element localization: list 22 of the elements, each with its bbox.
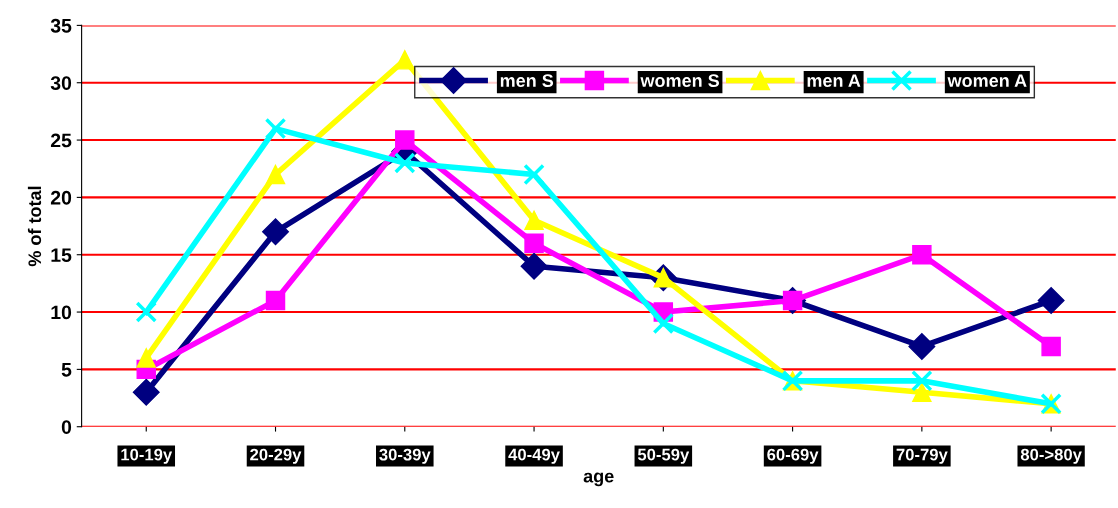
y-tick-label: 20 [50, 190, 72, 205]
legend-label: women S [640, 74, 720, 88]
y-tick-label: 10 [51, 305, 72, 320]
legend-label: men A [807, 74, 861, 88]
x-tick-label: 80->80y [1020, 448, 1082, 464]
x-tick-label: 10-19y [121, 448, 173, 464]
legend-label: women A [947, 74, 1027, 88]
y-tick-label: 30 [50, 76, 72, 90]
x-tick-label: 60-69y [767, 448, 819, 464]
x-tick-label: 30-39y [379, 448, 431, 464]
y-axis-title: % of total [27, 186, 42, 267]
y-tick-label: 15 [51, 248, 72, 262]
x-axis-title: age [583, 472, 614, 487]
x-tick-label: 50-59y [637, 448, 690, 464]
x-tick-label: 40-49y [508, 448, 560, 464]
legend-label: men S [500, 74, 554, 88]
x-tick-label: 70-79y [896, 448, 948, 464]
y-tick-label: 35 [50, 18, 72, 33]
y-tick-label: 0 [61, 420, 72, 434]
y-tick-label: 25 [50, 133, 72, 148]
y-tick-label: 5 [61, 363, 72, 377]
x-tick-label: 20-29y [250, 448, 302, 464]
